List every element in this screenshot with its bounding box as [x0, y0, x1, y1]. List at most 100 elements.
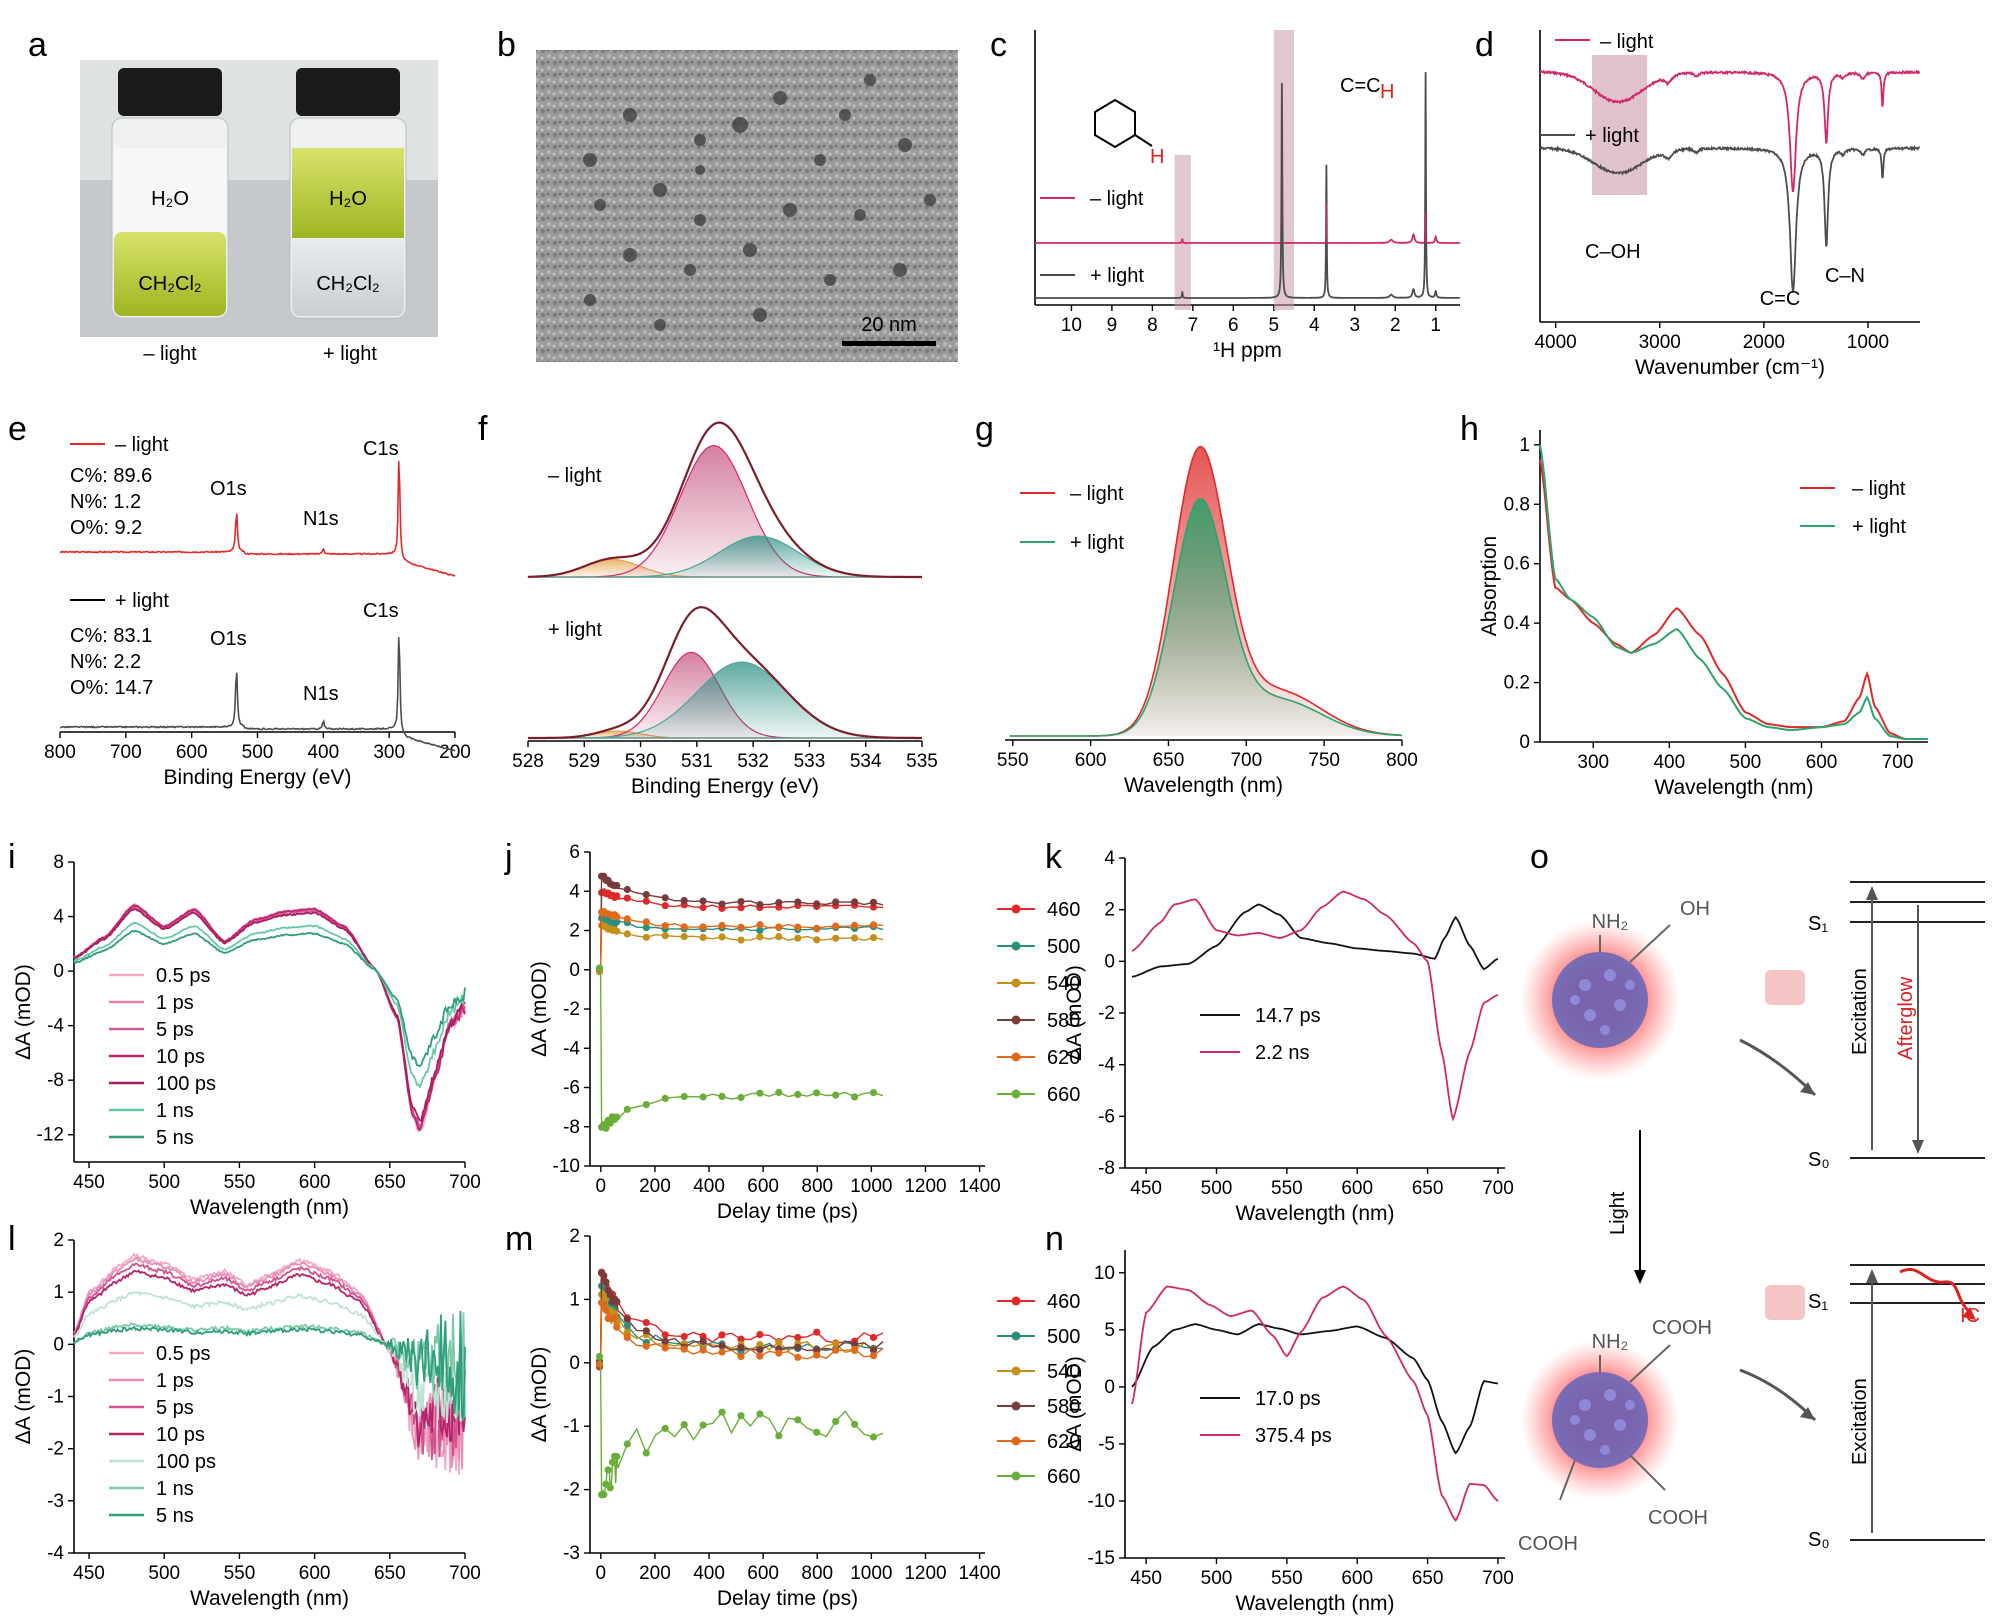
legend-label: 540 [1047, 973, 1080, 995]
x-tick-label: 500 [1201, 1568, 1233, 1589]
peak-label-c1s: C1s [363, 600, 399, 622]
legend-marker [1011, 1296, 1021, 1306]
x-tick-label: 800 [801, 1563, 833, 1584]
marker-580 [813, 900, 821, 908]
y-tick-label: -4 [1098, 1055, 1115, 1076]
legend-label: 1 ps [156, 1370, 194, 1392]
marker-500 [642, 924, 650, 932]
x-tick-label: 6 [1228, 315, 1239, 336]
x-axis-label: Wavelength (nm) [1235, 1202, 1394, 1225]
marker-580 [661, 894, 669, 902]
marker-660 [642, 1101, 650, 1109]
legend-marker [1011, 904, 1021, 914]
marker-620 [613, 913, 621, 921]
marker-620 [775, 923, 783, 931]
y-tick-label: -3 [47, 1491, 64, 1512]
y-tick-label: -8 [563, 1117, 580, 1138]
label-minus-light: – light [143, 343, 197, 365]
x-tick-label: 800 [801, 1176, 833, 1197]
marker-660 [606, 1484, 614, 1492]
legend-label: 100 ps [156, 1451, 216, 1473]
series-minus-light-label: – light [548, 465, 602, 487]
legend-marker [1011, 1471, 1021, 1481]
y-tick-label: -2 [1098, 1003, 1115, 1024]
label-nh2-bottom: NH₂ [1592, 1331, 1629, 1353]
marker-620 [680, 1345, 688, 1353]
series-plus-light-component [528, 661, 922, 739]
x-tick-label: 1400 [958, 1563, 1000, 1584]
x-tick-label: 550 [224, 1172, 256, 1193]
marker-580 [613, 881, 621, 890]
marker-620 [869, 1352, 878, 1360]
x-tick-label: 8 [1147, 315, 1158, 336]
x-tick-label: 10 [1061, 315, 1082, 336]
annotation-h-vinyl: H [1380, 81, 1394, 103]
tem-image [536, 50, 958, 362]
x-tick-label: 600 [747, 1176, 779, 1197]
legend-marker [1011, 978, 1021, 988]
x-tick-label: 700 [449, 1172, 481, 1193]
legend-marker [1011, 941, 1021, 951]
marker-660 [613, 1113, 621, 1121]
label-cooh-3: COOH [1518, 1533, 1578, 1555]
legend-label-plus: + light [115, 590, 169, 612]
x-tick-label: 700 [1482, 1178, 1514, 1199]
series-100ps [73, 1291, 466, 1424]
marker-460 [623, 894, 631, 902]
y-tick-label: -4 [47, 1543, 64, 1564]
marker-660 [832, 1417, 840, 1425]
marker-580 [794, 898, 802, 906]
series-2.2ns [1131, 890, 1499, 1122]
x-axis-label: Wavelength (nm) [1235, 1592, 1394, 1615]
panel-letter-j: j [504, 838, 513, 876]
marker-460 [642, 1319, 650, 1327]
legend-label: 2.2 ns [1255, 1042, 1309, 1064]
y-tick-label: -6 [563, 1078, 580, 1099]
panel-letter-i: i [8, 838, 16, 876]
panel-letter-n: n [1045, 1220, 1064, 1258]
y-tick-label: 2 [569, 1226, 580, 1247]
marker-660 [851, 1420, 859, 1428]
annotation-c-n: C–N [1825, 265, 1865, 287]
marker-620 [642, 1342, 650, 1350]
legend-label: 10 ps [156, 1424, 205, 1446]
marker-580 [869, 1346, 878, 1354]
series-plus-light [1539, 145, 1920, 292]
label-oh: OH [1680, 898, 1710, 920]
marker-620 [869, 921, 878, 929]
y-axis-label: ΔA (mOD) [1063, 1356, 1086, 1452]
marker-620 [661, 1344, 669, 1352]
marker-460 [737, 904, 745, 912]
marker-540 [623, 930, 631, 938]
y-tick-label: 1 [569, 1289, 580, 1310]
marker-660 [661, 1094, 669, 1102]
legend-marker [1011, 1331, 1021, 1341]
x-tick-label: 600 [299, 1172, 331, 1193]
marker-580 [718, 900, 726, 908]
x-tick-label: 0 [596, 1563, 607, 1584]
molecule-icon-bottom [1765, 1285, 1805, 1320]
marker-580 [600, 1272, 608, 1280]
marker-660 [775, 1432, 783, 1440]
chart-f-xps-o1s: 528 529 530 531 532 533 534 535 Binding Energy (… [512, 421, 938, 798]
marker-660 [642, 1449, 650, 1457]
x-tick-label: 5 [1269, 315, 1280, 336]
marker-660 [699, 1421, 707, 1429]
chart-n-das: 450 500 550 600 650 700 -15 -10 -5 0 5 10 Wavelength… [1063, 1250, 1514, 1615]
legend-label: 0.5 ps [156, 1343, 210, 1365]
y-tick-label: 0.4 [1504, 613, 1531, 634]
legend-label: 5 ns [156, 1127, 194, 1149]
marker-580 [832, 898, 840, 906]
marker-500 [756, 926, 764, 935]
marker-660 [699, 1093, 707, 1101]
marker-620 [623, 1333, 631, 1341]
marker-620 [737, 923, 745, 931]
y-tick-label: -2 [563, 999, 580, 1020]
y-tick-label: -10 [1088, 1491, 1115, 1512]
y-tick-label: -10 [553, 1156, 580, 1177]
label-s0-bottom: S₀ [1808, 1529, 1830, 1551]
composition-minus: N%: 1.2 [70, 491, 141, 513]
marker-660 [602, 1124, 610, 1132]
x-tick-label: 1400 [958, 1176, 1000, 1197]
